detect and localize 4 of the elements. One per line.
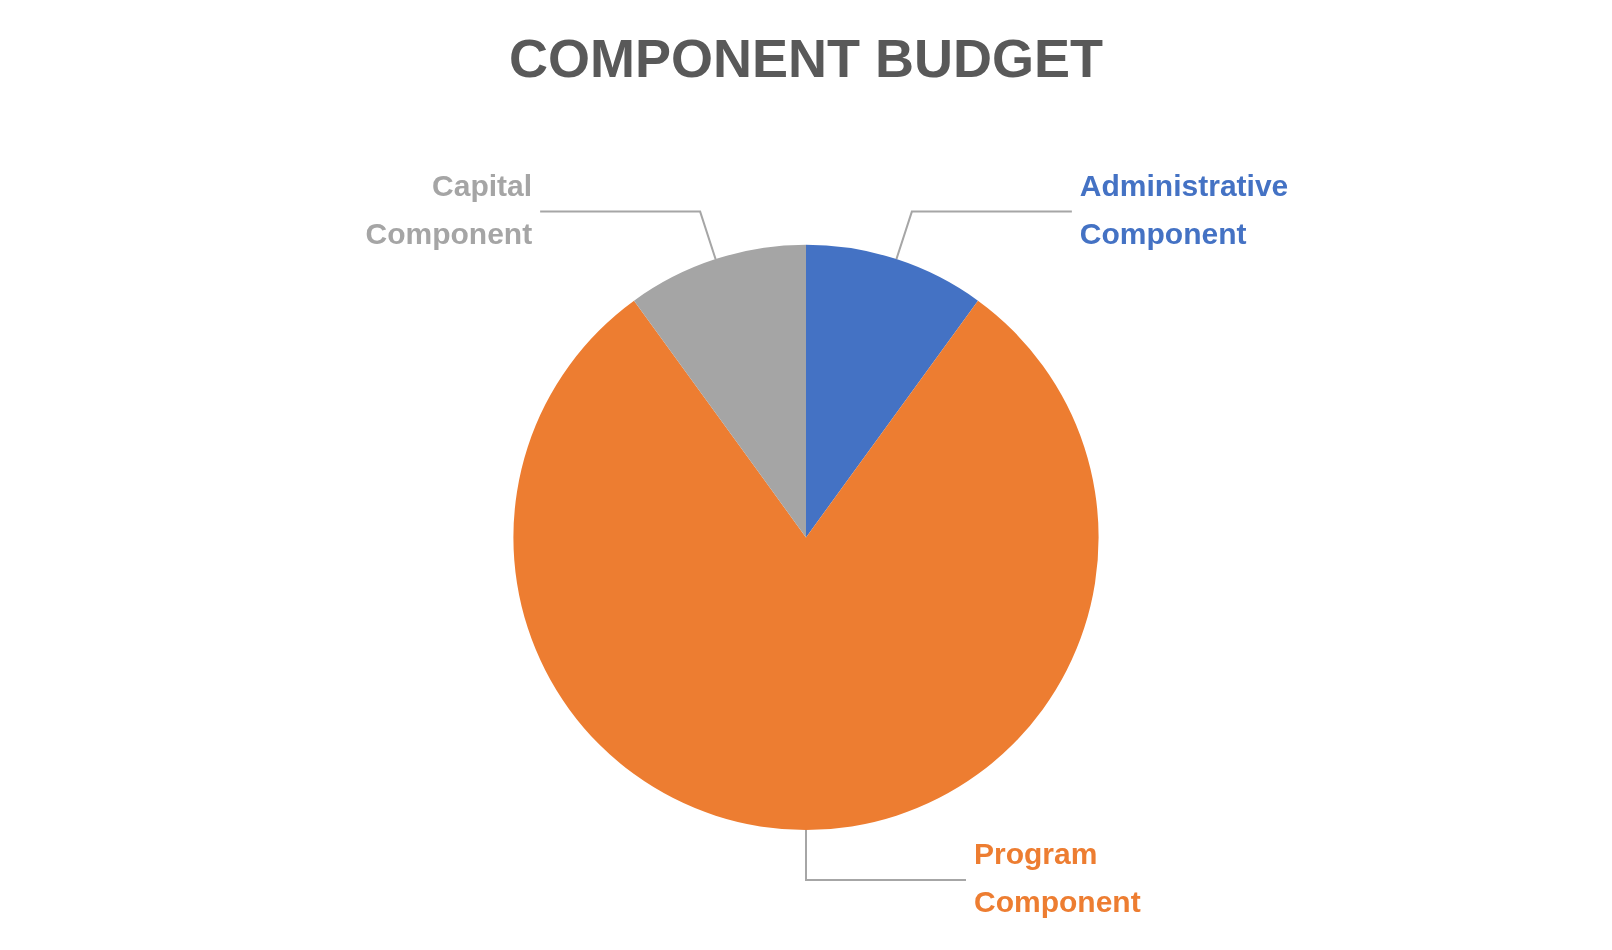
slice-label: Program Component [974,837,1141,919]
chart-title: COMPONENT BUDGET [509,28,1104,89]
slice-label: Capital Component [365,168,533,250]
slice-label: Administrative Component [1079,168,1289,250]
